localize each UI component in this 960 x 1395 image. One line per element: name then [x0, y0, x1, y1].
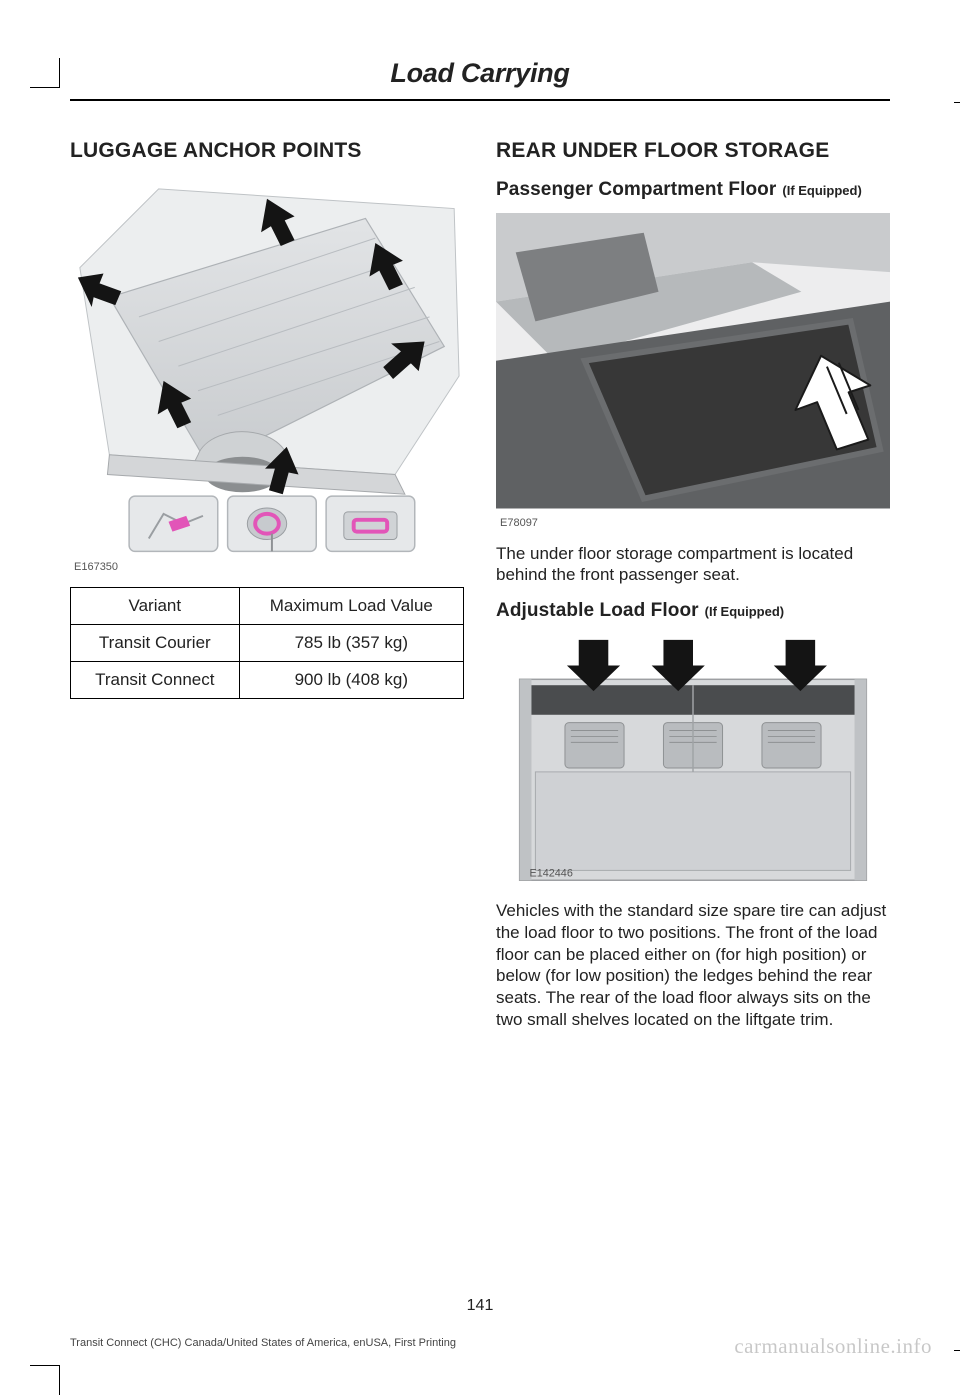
crop-tick-top-right: [954, 102, 960, 103]
load-value-table: Variant Maximum Load Value Transit Couri…: [70, 587, 464, 699]
table-row: Transit Connect 900 lb (408 kg): [71, 662, 464, 699]
passenger-floor-heading-line: Passenger Compartment Floor (If Equipped…: [496, 179, 890, 201]
rear-under-floor-heading: REAR UNDER FLOOR STORAGE: [496, 139, 890, 163]
underfloor-body-text: The under floor storage compartment is l…: [496, 543, 890, 587]
figure-label-e167350: E167350: [74, 561, 464, 573]
crop-mark-bottom-left: [30, 1365, 60, 1395]
luggage-anchor-illustration: [70, 179, 464, 553]
table-header-variant: Variant: [71, 588, 240, 625]
passenger-floor-suffix: (If Equipped): [782, 183, 861, 198]
adjustable-floor-body-text: Vehicles with the standard size spare ti…: [496, 900, 890, 1031]
watermark: carmanualsonline.info: [734, 1334, 932, 1359]
adjustable-load-floor-figure: E142446: [496, 634, 890, 890]
underfloor-storage-illustration: [496, 213, 890, 509]
table-cell: Transit Courier: [71, 625, 240, 662]
underfloor-storage-figure: [496, 213, 890, 509]
luggage-anchor-figure: [70, 179, 464, 553]
adjustable-floor-heading: Adjustable Load Floor: [496, 600, 699, 622]
footer-text: Transit Connect (CHC) Canada/United Stat…: [70, 1337, 456, 1349]
luggage-anchor-heading: LUGGAGE ANCHOR POINTS: [70, 139, 464, 163]
adjustable-floor-suffix: (If Equipped): [705, 604, 784, 619]
crop-tick-bottom-right: [954, 1350, 960, 1351]
table-cell: 785 lb (357 kg): [239, 625, 463, 662]
table-row: Transit Courier 785 lb (357 kg): [71, 625, 464, 662]
content-columns: LUGGAGE ANCHOR POINTS: [0, 101, 960, 1045]
adjustable-floor-heading-line: Adjustable Load Floor (If Equipped): [496, 600, 890, 622]
table-header-max-load: Maximum Load Value: [239, 588, 463, 625]
right-column: REAR UNDER FLOOR STORAGE Passenger Compa…: [496, 139, 890, 1045]
table-cell: Transit Connect: [71, 662, 240, 699]
passenger-floor-heading: Passenger Compartment Floor: [496, 179, 776, 201]
page-title: Load Carrying: [0, 58, 960, 89]
figure-label-e78097: E78097: [500, 517, 890, 529]
left-column: LUGGAGE ANCHOR POINTS: [70, 139, 464, 1045]
figure-label-e142446-inline: E142446: [529, 867, 572, 879]
table-cell: 900 lb (408 kg): [239, 662, 463, 699]
page-number: 141: [0, 1297, 960, 1315]
table-header-row: Variant Maximum Load Value: [71, 588, 464, 625]
crop-mark-top-left: [30, 58, 60, 88]
adjustable-load-floor-illustration: E142446: [496, 634, 890, 890]
